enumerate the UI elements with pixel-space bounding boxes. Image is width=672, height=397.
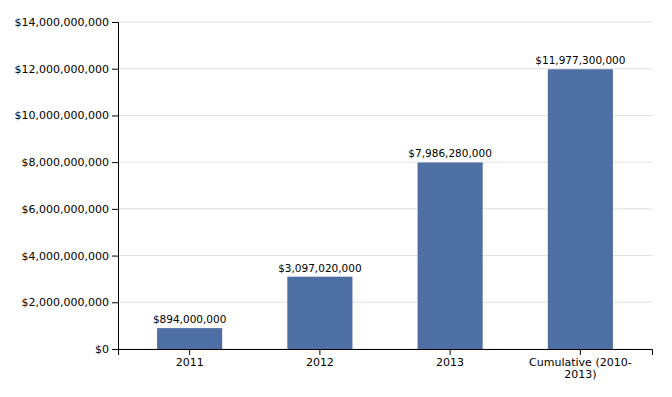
grid <box>118 22 652 349</box>
x-tick: 2013 <box>436 349 464 369</box>
bar <box>418 162 483 349</box>
bars <box>157 69 613 349</box>
y-tick-mark <box>112 302 118 303</box>
y-tick-mark <box>112 209 118 210</box>
y-tick: $12,000,000,000 <box>15 63 118 76</box>
y-tick-mark <box>112 115 118 116</box>
y-tick: $8,000,000,000 <box>22 156 118 169</box>
y-tick: $6,000,000,000 <box>22 203 118 216</box>
bar <box>548 69 613 349</box>
y-tick: $4,000,000,000 <box>22 250 118 263</box>
data-label: $894,000,000 <box>153 313 226 325</box>
y-tick: $2,000,000,000 <box>22 296 118 309</box>
y-tick-label: $6,000,000,000 <box>22 203 109 216</box>
y-tick-label: $0 <box>95 343 109 356</box>
y-tick-label: $12,000,000,000 <box>15 63 109 76</box>
chart: $0 $2,000,000,000 $4,000,000,000 $6,000,000… <box>0 0 672 397</box>
x-tick-mark <box>580 349 581 355</box>
x-tick-label: 2013 <box>436 356 464 369</box>
x-tick: 2012 <box>306 349 334 369</box>
data-label: $11,977,300,000 <box>535 54 625 66</box>
y-tick-label: $14,000,000,000 <box>15 16 109 29</box>
grid-line <box>118 68 652 69</box>
data-labels: $894,000,000 $3,097,020,000 $7,986,280,000… <box>153 54 626 325</box>
y-axis: $0 $2,000,000,000 $4,000,000,000 $6,000,000… <box>15 16 119 356</box>
y-tick: $10,000,000,000 <box>15 109 118 122</box>
y-tick-mark <box>112 69 118 70</box>
x-tick: 2011 <box>176 349 204 369</box>
y-tick-mark <box>112 256 118 257</box>
data-label: $3,097,020,000 <box>278 262 362 274</box>
y-tick-label: $4,000,000,000 <box>22 250 109 263</box>
grid-line <box>118 22 652 23</box>
data-label: $7,986,280,000 <box>408 147 492 159</box>
x-axis: 2011 2012 2013 Cumulative (2010-2013) <box>119 349 653 381</box>
x-tick-label: Cumulative (2010-2013) <box>529 356 632 382</box>
bar <box>157 328 222 349</box>
x-tick-label: 2011 <box>176 356 204 369</box>
y-axis-line <box>112 23 119 350</box>
y-tick: $14,000,000,000 <box>15 16 118 29</box>
bar <box>287 277 352 349</box>
x-tick-mark <box>319 349 320 355</box>
x-tick-mark <box>450 349 451 355</box>
y-tick-label: $10,000,000,000 <box>15 109 109 122</box>
plot-area: $0 $2,000,000,000 $4,000,000,000 $6,000,000… <box>15 16 653 381</box>
x-axis-line <box>119 350 653 356</box>
y-tick-label: $2,000,000,000 <box>22 296 109 309</box>
x-tick-mark <box>189 349 190 355</box>
y-tick-label: $8,000,000,000 <box>22 156 109 169</box>
y-tick-mark <box>112 22 118 23</box>
y-tick-mark <box>112 162 118 163</box>
x-tick: Cumulative (2010-2013) <box>529 349 632 381</box>
x-tick-label: 2012 <box>306 356 334 369</box>
y-tick: $0 <box>95 343 118 356</box>
y-tick-mark <box>112 349 118 350</box>
